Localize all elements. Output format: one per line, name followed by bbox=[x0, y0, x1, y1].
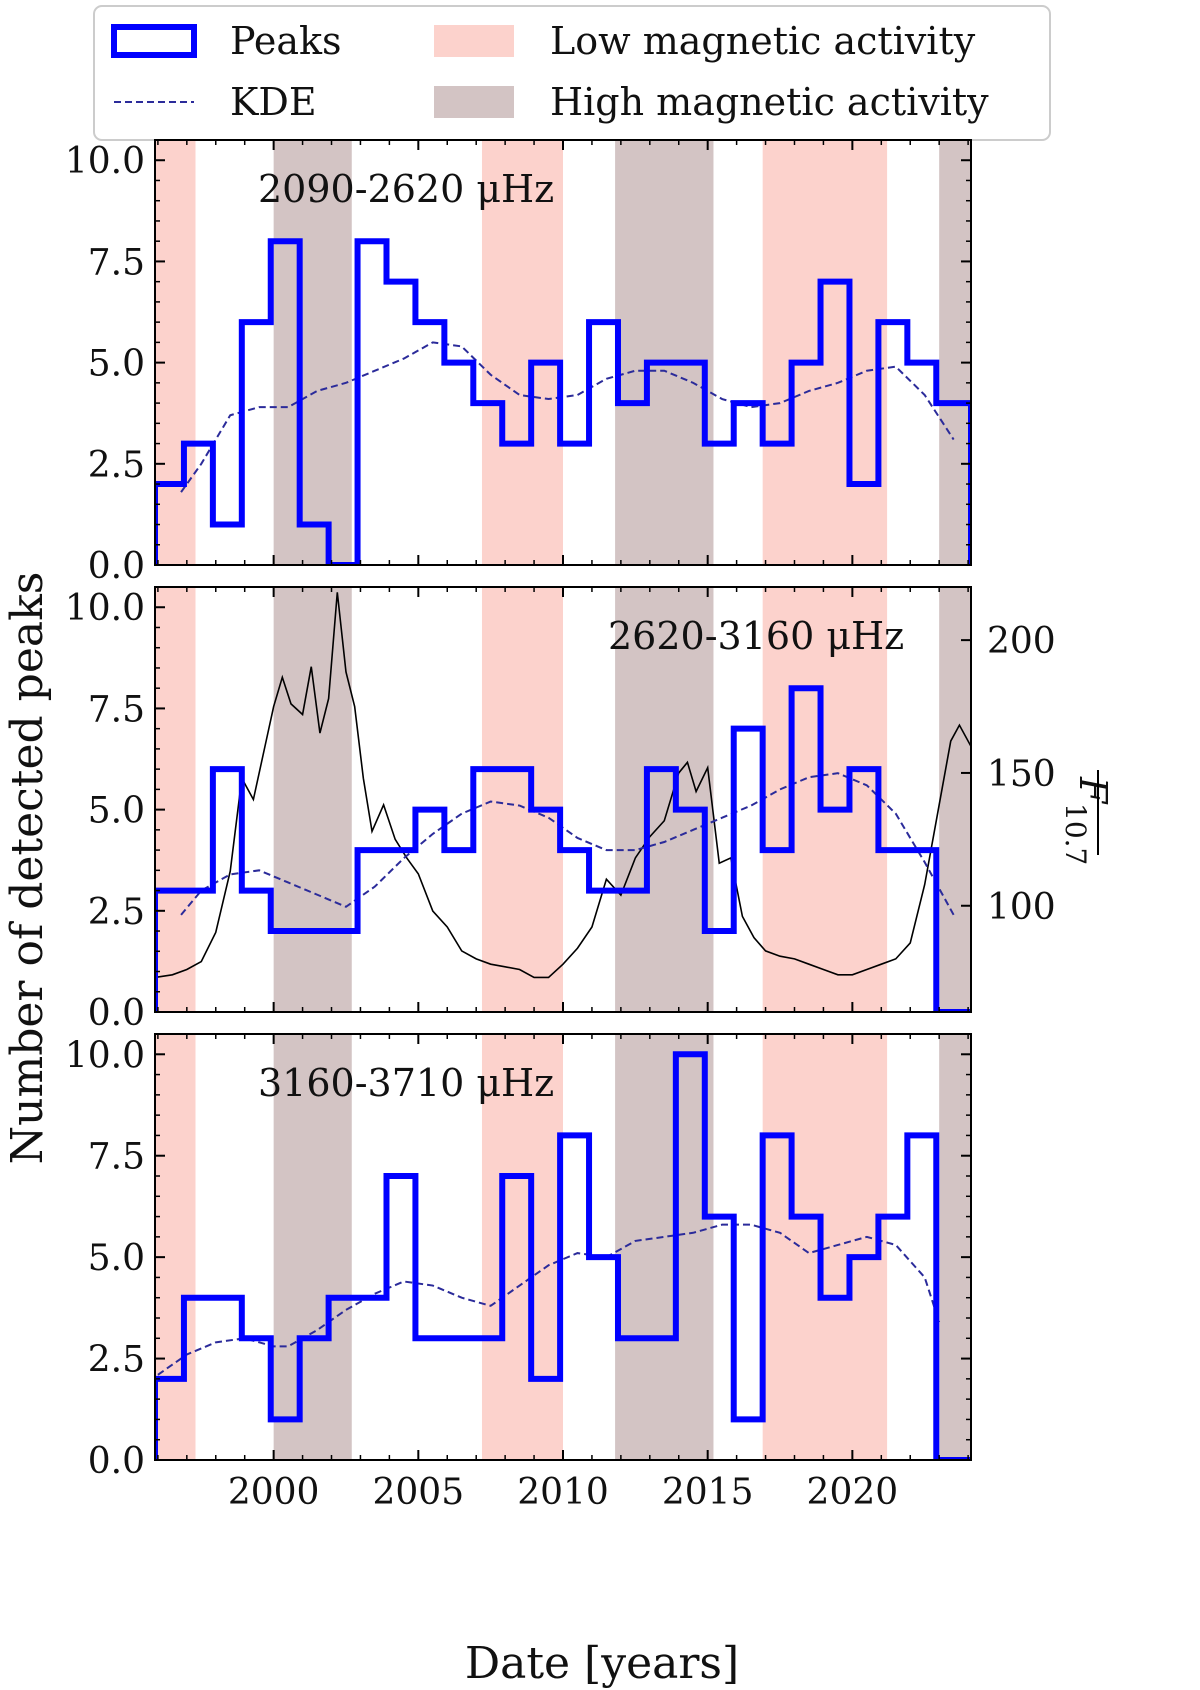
panel-label: 2620-3160 μHz bbox=[608, 614, 904, 658]
right-y-tick-label: 150 bbox=[987, 754, 1056, 795]
activity-spans bbox=[155, 587, 971, 1012]
legend-high-swatch bbox=[434, 86, 514, 118]
panel-bottom: 0.0 2.5 5.0 7.5 10.0 2000 2005 2010 2015 2020 31… bbox=[65, 1033, 972, 1513]
y-tick-label: 0.0 bbox=[88, 993, 145, 1034]
activity-spans bbox=[155, 140, 971, 565]
high-activity-span bbox=[939, 140, 971, 565]
y-tick-label: 0.0 bbox=[88, 546, 145, 587]
right-axis-ticks: 100 150 200 bbox=[961, 621, 1056, 928]
y-tick-label: 7.5 bbox=[88, 1137, 145, 1178]
legend-high-label: High magnetic activity bbox=[550, 80, 989, 124]
x-tick-label: 2010 bbox=[517, 1472, 609, 1513]
y-axis-label: Number of detected peaks bbox=[2, 572, 53, 1165]
x-tick-label: 2005 bbox=[373, 1472, 465, 1513]
high-activity-span bbox=[615, 587, 714, 1012]
low-activity-span bbox=[155, 1034, 196, 1460]
low-activity-span bbox=[481, 1034, 563, 1460]
y-tick-label: 2.5 bbox=[88, 892, 145, 933]
flux-axis-label: F bbox=[1071, 776, 1115, 805]
panel-label: 2090-2620 μHz bbox=[258, 167, 554, 211]
x-axis-label: Date [years] bbox=[465, 1638, 739, 1689]
legend-peaks-label: Peaks bbox=[230, 19, 342, 63]
low-activity-span bbox=[481, 587, 563, 1012]
high-activity-span bbox=[939, 587, 971, 1012]
activity-spans bbox=[155, 1034, 971, 1460]
x-tick-label: 2015 bbox=[662, 1472, 754, 1513]
high-activity-span bbox=[273, 140, 352, 565]
low-activity-span bbox=[762, 1034, 888, 1460]
panel-label: 3160-3710 μHz bbox=[258, 1061, 554, 1105]
y-tick-label: 10.0 bbox=[65, 1035, 145, 1076]
flux-f107-line bbox=[155, 592, 971, 979]
low-activity-span bbox=[762, 140, 888, 565]
right-y-tick-label: 200 bbox=[987, 621, 1056, 662]
y-tick-label: 2.5 bbox=[88, 445, 145, 486]
x-tick-labels: 2000 2005 2010 2015 2020 bbox=[228, 1472, 898, 1513]
y-tick-label: 5.0 bbox=[88, 1238, 145, 1279]
flux-axis-subscript: 10.7 bbox=[1059, 803, 1092, 865]
y-tick-label: 5.0 bbox=[88, 791, 145, 832]
peaks-histogram bbox=[155, 685, 971, 1012]
y-tick-label: 7.5 bbox=[88, 242, 145, 283]
y-tick-label: 10.0 bbox=[65, 588, 145, 629]
low-activity-span bbox=[481, 140, 563, 565]
axis-ticks: 0.0 2.5 5.0 7.5 10.0 bbox=[65, 140, 971, 587]
panel-top: 0.0 2.5 5.0 7.5 10.0 2090-2620 μHz bbox=[65, 139, 972, 587]
x-tick-label: 2000 bbox=[228, 1472, 320, 1513]
peaks-histogram bbox=[155, 238, 971, 565]
high-activity-span bbox=[615, 1034, 714, 1460]
high-activity-span bbox=[939, 1034, 971, 1460]
right-y-tick-label: 100 bbox=[987, 887, 1056, 928]
y-tick-label: 5.0 bbox=[88, 344, 145, 385]
panel-middle: 0.0 2.5 5.0 7.5 10.0 100 150 200 2620-3160 μHz… bbox=[65, 586, 1115, 1034]
axis-ticks: 0.0 2.5 5.0 7.5 10.0 bbox=[65, 587, 969, 1034]
legend-kde-label: KDE bbox=[230, 80, 317, 124]
high-activity-span bbox=[273, 1034, 352, 1460]
low-activity-span bbox=[155, 587, 196, 1012]
right-axis-label: F 10.7 bbox=[1059, 770, 1115, 865]
high-activity-span bbox=[273, 587, 352, 1012]
legend-low-swatch bbox=[434, 25, 514, 57]
y-tick-label: 2.5 bbox=[88, 1340, 145, 1381]
y-tick-label: 0.0 bbox=[88, 1441, 145, 1482]
x-tick-label: 2020 bbox=[807, 1472, 899, 1513]
low-activity-span bbox=[762, 587, 888, 1012]
legend-peaks-swatch bbox=[111, 24, 197, 58]
low-activity-span bbox=[155, 140, 196, 565]
axis-ticks: 0.0 2.5 5.0 7.5 10.0 bbox=[65, 1034, 971, 1482]
high-activity-span bbox=[615, 140, 714, 565]
y-tick-label: 7.5 bbox=[88, 689, 145, 730]
legend: Peaks KDE Low magnetic activity High mag… bbox=[93, 5, 1051, 141]
y-tick-label: 10.0 bbox=[65, 141, 145, 182]
peaks-histogram bbox=[155, 1051, 971, 1460]
legend-low-label: Low magnetic activity bbox=[550, 19, 976, 63]
